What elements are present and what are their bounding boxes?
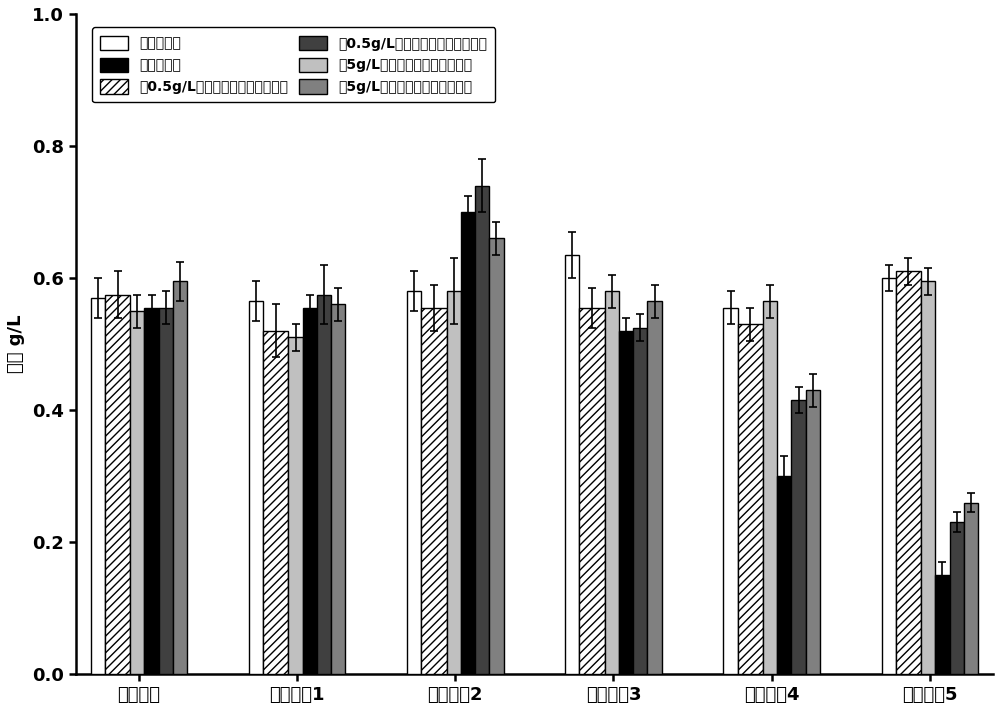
Bar: [317, 294, 331, 674]
Bar: [461, 212, 475, 674]
Bar: [763, 301, 777, 674]
Bar: [882, 278, 896, 674]
Bar: [288, 338, 303, 674]
Bar: [263, 331, 288, 674]
Bar: [331, 304, 345, 674]
Bar: [605, 292, 619, 674]
Bar: [738, 324, 763, 674]
Bar: [407, 292, 421, 674]
Bar: [144, 308, 159, 674]
Bar: [723, 308, 738, 674]
Legend: 新鲜培养基, 循环培养基, 用0.5g/L活性炭处理的新鲜培养基, 用0.5g/L活性炭处理的循环培养基, 用5g/L活性炭处理的新鲜培养基, 用5g/L活性炭: 新鲜培养基, 循环培养基, 用0.5g/L活性炭处理的新鲜培养基, 用0.5g/…: [92, 28, 495, 102]
Bar: [130, 311, 144, 674]
Bar: [105, 294, 130, 674]
Bar: [173, 282, 187, 674]
Bar: [806, 390, 820, 674]
Bar: [249, 301, 263, 674]
Y-axis label: 干重 g/L: 干重 g/L: [7, 315, 25, 373]
Bar: [964, 503, 978, 674]
Bar: [921, 282, 935, 674]
Bar: [447, 292, 461, 674]
Bar: [91, 298, 105, 674]
Bar: [475, 186, 489, 674]
Bar: [565, 255, 579, 674]
Bar: [159, 308, 173, 674]
Bar: [633, 328, 647, 674]
Bar: [950, 523, 964, 674]
Bar: [791, 400, 806, 674]
Bar: [647, 301, 662, 674]
Bar: [935, 575, 950, 674]
Bar: [579, 308, 605, 674]
Bar: [619, 331, 633, 674]
Bar: [896, 272, 921, 674]
Bar: [303, 308, 317, 674]
Bar: [777, 476, 791, 674]
Bar: [421, 308, 447, 674]
Bar: [489, 238, 504, 674]
